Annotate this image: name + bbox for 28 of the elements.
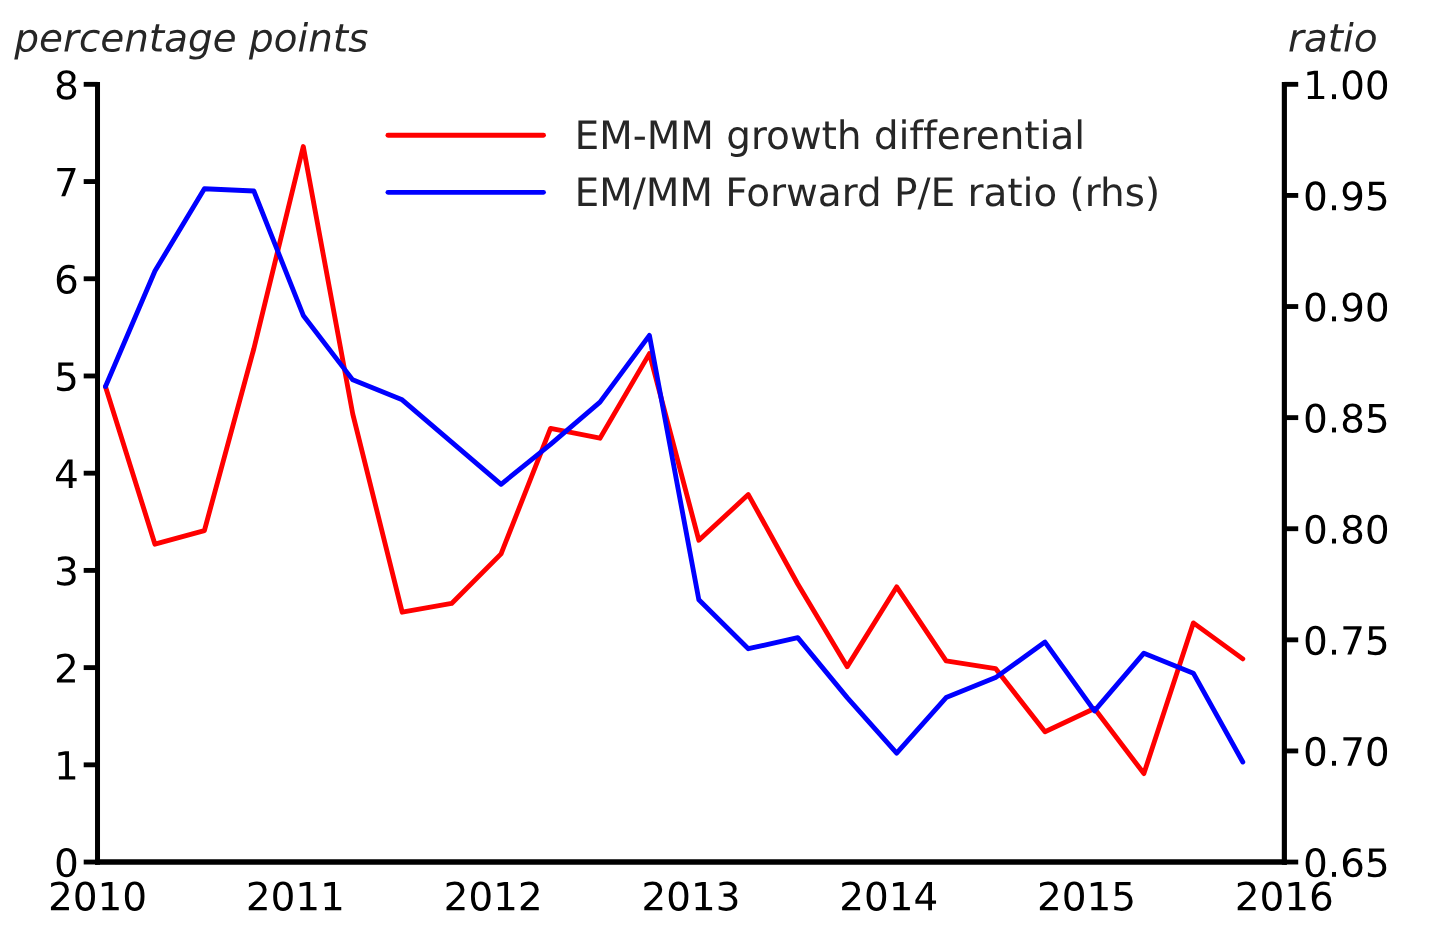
x-tick-label: 2016 — [1237, 881, 1332, 911]
y-tick-label: 8 — [56, 70, 77, 100]
x-tick-label: 2015 — [1039, 881, 1133, 911]
y2-tick-label: 0.90 — [1305, 292, 1388, 322]
y2-tick-label: 0.85 — [1305, 403, 1387, 433]
y-tick-label: 3 — [57, 556, 76, 586]
y-tick-label: 7 — [57, 167, 76, 197]
x-tick-label: 2014 — [842, 881, 937, 911]
legend-label: EM-MM growth differential — [578, 119, 1082, 157]
x-tick-label: 2013 — [644, 881, 738, 911]
y2-tick-label: 1.00 — [1307, 70, 1388, 100]
y2-tick-label: 0.95 — [1305, 181, 1387, 211]
y2-tick-label: 0.80 — [1305, 514, 1388, 545]
y-tick-label: 0 — [56, 847, 77, 878]
y-tick-label: 1 — [58, 751, 76, 780]
y2-tick-label: 0.70 — [1305, 736, 1388, 767]
y-axis-title: percentage points — [14, 21, 368, 60]
y-tick-label: 5 — [57, 362, 76, 392]
y-tick-label: 2 — [56, 653, 75, 683]
y-tick-label: 4 — [55, 459, 77, 488]
y2-axis-title: ratio — [1289, 21, 1376, 53]
legend-label: EM/MM Forward P/E ratio (rhs) — [578, 176, 1157, 212]
y2-tick-label: 0.65 — [1305, 847, 1387, 878]
x-tick-label: 2012 — [446, 881, 539, 911]
x-tick-label: 2010 — [50, 881, 145, 911]
y-tick-label: 6 — [56, 264, 77, 295]
x-tick-label: 2011 — [248, 881, 342, 911]
y2-tick-label: 0.75 — [1305, 625, 1387, 656]
